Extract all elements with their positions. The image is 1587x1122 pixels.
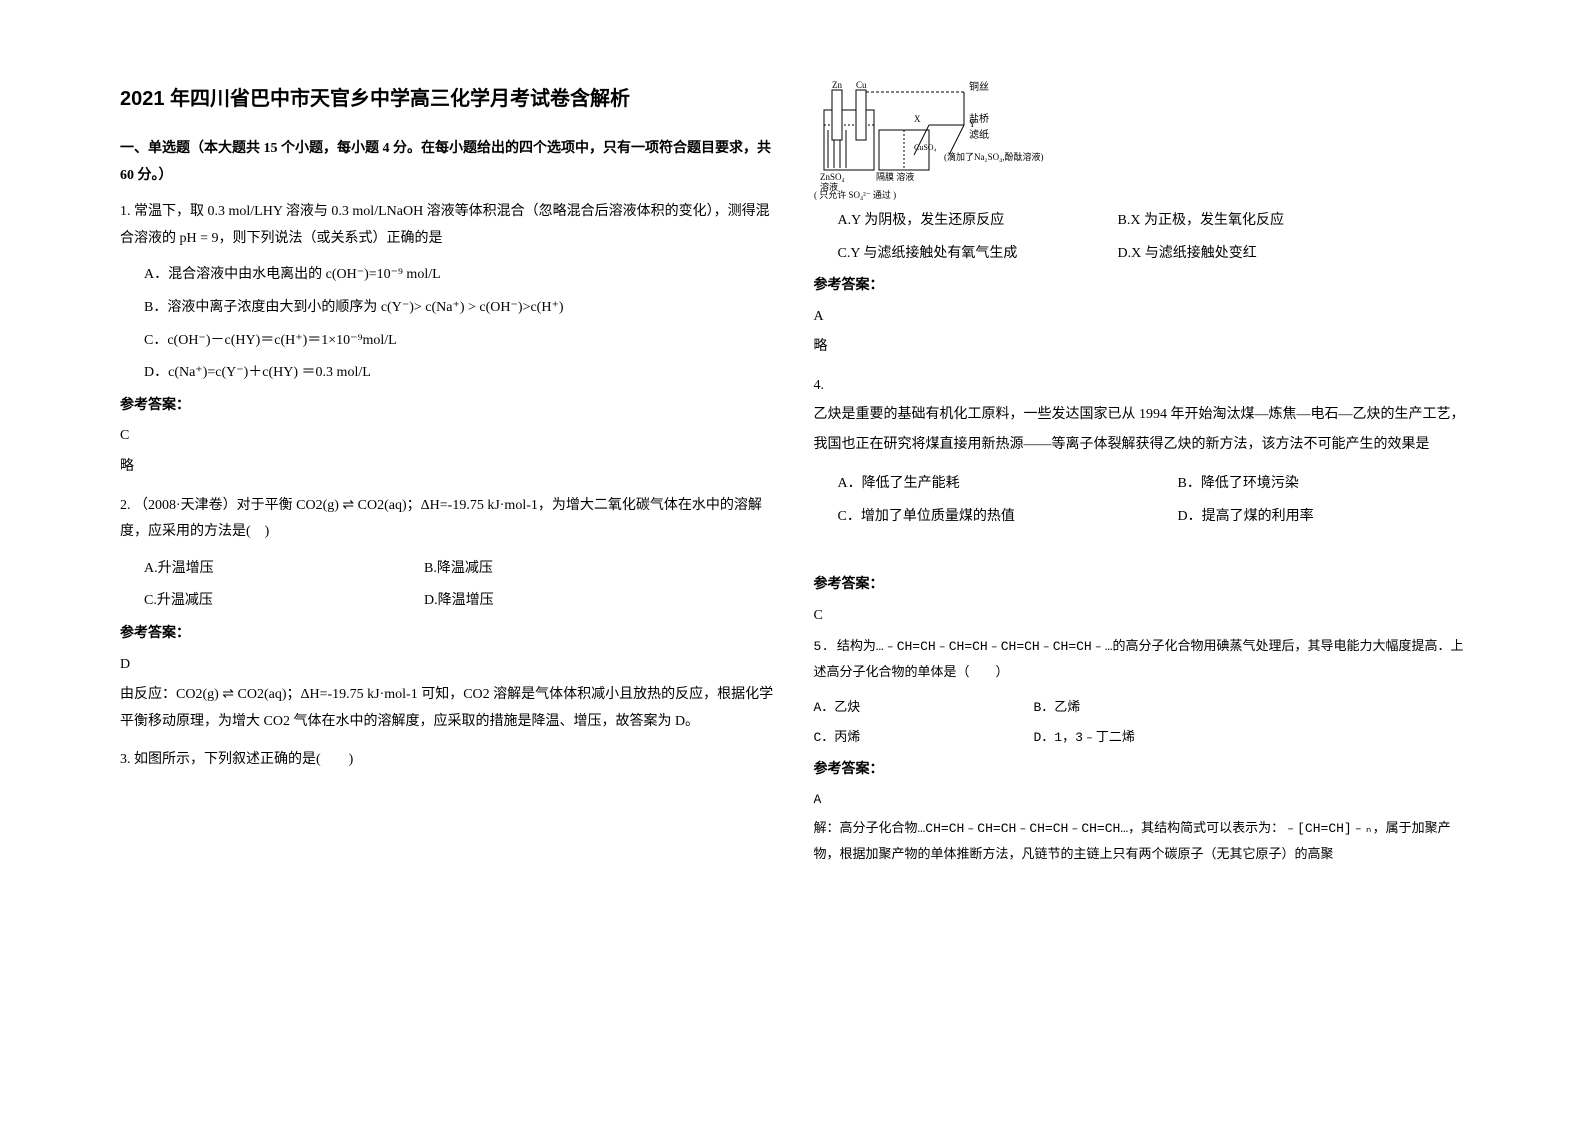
q3-opts-row2: C.Y 与滤纸接触处有氧气生成 D.X 与滤纸接触处变红 <box>814 241 1468 268</box>
q2-answer: D <box>120 652 774 679</box>
q2-optD: D.降温增压 <box>424 588 494 615</box>
q2-stem: 2. （2008·天津卷）对于平衡 CO2(g) ⇌ CO2(aq)；ΔH=-1… <box>120 493 774 546</box>
q1-answer-label: 参考答案： <box>120 393 774 420</box>
q1-optD: D．c(Na⁺)=c(Y⁻)＋c(HY) ＝0.3 mol/L <box>120 360 774 387</box>
diagram-filter-label: 滤纸 <box>969 128 989 141</box>
q5-explanation: 解：高分子化合物…CH=CH﹣CH=CH﹣CH=CH﹣CH=CH…，其结构简式可… <box>814 816 1468 868</box>
q4-num: 4. <box>814 373 1468 400</box>
q2-answer-label: 参考答案： <box>120 621 774 648</box>
q4-stem: 乙炔是重要的基础有机化工原料，一些发达国家已从 1994 年开始淘汰煤—炼焦—电… <box>814 400 1468 462</box>
diagram-left-sol: ZnSO₄ <box>820 172 845 182</box>
q3-stem: 3. 如图所示，下列叙述正确的是( ) <box>120 747 774 774</box>
svg-text:X: X <box>914 114 921 124</box>
q2-explanation: 由反应：CO2(g) ⇌ CO2(aq)；ΔH=-19.75 kJ·mol-1 … <box>120 682 774 735</box>
diagram-bottom: ( 只允许 SO₄²⁻ 通过 ) <box>814 189 896 200</box>
q3-diagram: Zn Cu 铜丝 X Y 盐桥 滤纸 CuSO₄ ZnSO₄ 溶液 隔膜 溶液 … <box>814 80 1114 200</box>
diagram-mid: 隔膜 溶液 <box>876 171 914 182</box>
spacer <box>814 536 1468 566</box>
q5-answer-label: 参考答案： <box>814 757 1468 784</box>
diagram-zn-label: Zn <box>832 80 842 90</box>
q4-opts-row2: C．增加了单位质量煤的热值 D．提高了煤的利用率 <box>814 504 1468 531</box>
q1-answer: C <box>120 423 774 450</box>
svg-text:CuSO₄: CuSO₄ <box>914 143 937 152</box>
q1-optA: A．混合溶液中由水电离出的 c(OH⁻)=10⁻⁹ mol/L <box>120 262 774 289</box>
diagram-membrane-label: 盐桥 <box>969 112 989 125</box>
q3-optB: B.X 为正极，发生氧化反应 <box>1118 208 1284 235</box>
left-column: 2021 年四川省巴中市天官乡中学高三化学月考试卷含解析 一、单选题（本大题共 … <box>100 80 794 1082</box>
q3-answer: A <box>814 304 1468 331</box>
q1-explanation: 略 <box>120 454 774 481</box>
q3-answer-label: 参考答案： <box>814 273 1468 300</box>
q4-optD: D．提高了煤的利用率 <box>1178 504 1314 531</box>
q4-answer: C <box>814 603 1468 630</box>
q2-optA: A.升温增压 <box>144 556 424 583</box>
q2-opts-row2: C.升温减压 D.降温增压 <box>120 588 774 615</box>
q4-optA: A．降低了生产能耗 <box>838 471 1178 498</box>
section1-header: 一、单选题（本大题共 15 个小题，每小题 4 分。在每小题给出的四个选项中，只… <box>120 136 774 189</box>
q5-optC: C．丙烯 <box>814 726 1034 751</box>
q3-explanation: 略 <box>814 334 1468 361</box>
q4-opts-row1: A．降低了生产能耗 B．降低了环境污染 <box>814 471 1468 498</box>
q2-opts-row1: A.升温增压 B.降温减压 <box>120 556 774 583</box>
q5-optA: A．乙炔 <box>814 696 1034 721</box>
q5-stem: 5. 结构为…﹣CH=CH﹣CH=CH﹣CH=CH﹣CH=CH﹣…的高分子化合物… <box>814 634 1468 686</box>
q2-optB: B.降温减压 <box>424 556 493 583</box>
q3-optC: C.Y 与滤纸接触处有氧气生成 <box>838 241 1118 268</box>
q5-optD: D．1，3﹣丁二烯 <box>1034 726 1135 751</box>
q3-optA: A.Y 为阴极，发生还原反应 <box>838 208 1118 235</box>
q4-optC: C．增加了单位质量煤的热值 <box>838 504 1178 531</box>
q2-optC: C.升温减压 <box>144 588 424 615</box>
q5-answer: A <box>814 788 1468 813</box>
q1-optC: C．c(OH⁻)－c(HY)＝c(H⁺)＝1×10⁻⁹mol/L <box>120 328 774 355</box>
q1-stem: 1. 常温下，取 0.3 mol/LHY 溶液与 0.3 mol/LNaOH 溶… <box>120 199 774 252</box>
diagram-right-note: (滴加了Na₂SO₄,酚酞溶液) <box>944 151 1044 162</box>
q5-opts-row2: C．丙烯 D．1，3﹣丁二烯 <box>814 726 1468 751</box>
q1-optB: B．溶液中离子浓度由大到小的顺序为 c(Y⁻)> c(Na⁺) > c(OH⁻)… <box>120 295 774 322</box>
q4-optB: B．降低了环境污染 <box>1178 471 1299 498</box>
right-column: Zn Cu 铜丝 X Y 盐桥 滤纸 CuSO₄ ZnSO₄ 溶液 隔膜 溶液 … <box>794 80 1488 1082</box>
q4-answer-label: 参考答案： <box>814 572 1468 599</box>
page-title: 2021 年四川省巴中市天官乡中学高三化学月考试卷含解析 <box>120 80 774 118</box>
q5-optB: B．乙烯 <box>1034 696 1081 721</box>
q5-opts-row1: A．乙炔 B．乙烯 <box>814 696 1468 721</box>
diagram-cu-label: Cu <box>856 80 867 90</box>
diagram-wire-label: 铜丝 <box>969 81 989 93</box>
q3-opts-row1: A.Y 为阴极，发生还原反应 B.X 为正极，发生氧化反应 <box>814 208 1468 235</box>
q3-optD: D.X 与滤纸接触处变红 <box>1118 241 1257 268</box>
